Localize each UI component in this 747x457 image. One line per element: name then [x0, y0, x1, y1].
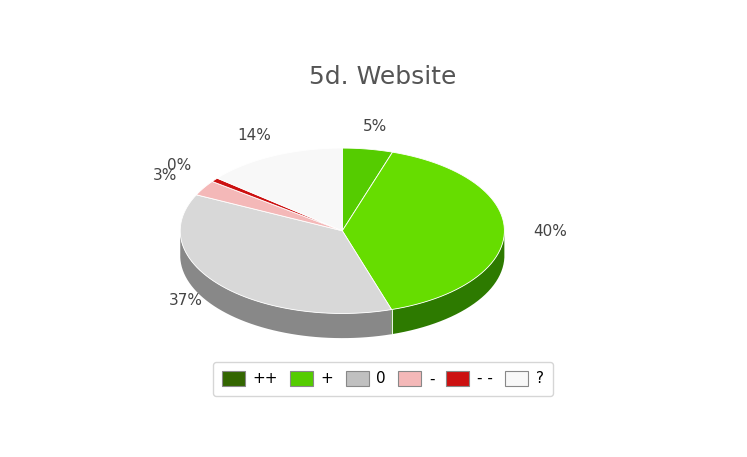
- Text: 0%: 0%: [167, 158, 191, 173]
- Polygon shape: [180, 195, 391, 314]
- Polygon shape: [196, 181, 342, 231]
- Text: 37%: 37%: [169, 292, 202, 308]
- Polygon shape: [180, 233, 391, 338]
- Text: 3%: 3%: [152, 169, 177, 183]
- Legend: ++, +, 0, -, - -, ?: ++, +, 0, -, - -, ?: [213, 361, 553, 396]
- Text: 5d. Website: 5d. Website: [309, 65, 456, 90]
- Text: 40%: 40%: [533, 223, 567, 239]
- Text: 5%: 5%: [363, 119, 387, 134]
- Polygon shape: [342, 152, 504, 309]
- Polygon shape: [342, 148, 392, 231]
- Text: 14%: 14%: [237, 128, 270, 143]
- Polygon shape: [391, 233, 504, 334]
- Polygon shape: [212, 178, 342, 231]
- Polygon shape: [217, 148, 342, 231]
